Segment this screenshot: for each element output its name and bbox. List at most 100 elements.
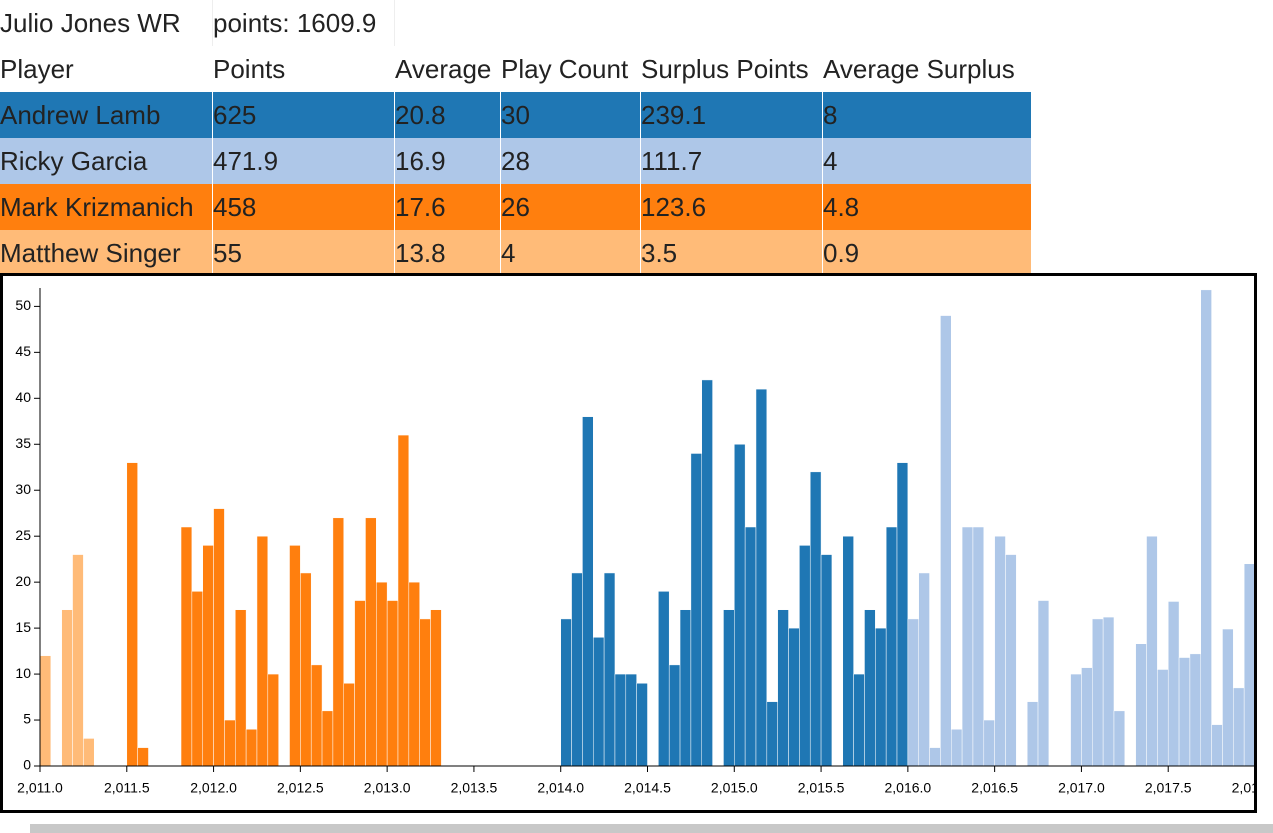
x-tick-label: 2,015.5 [798,780,845,796]
bar [1092,618,1104,767]
bar [72,554,84,767]
x-tick-label: 2,013.5 [451,780,498,796]
bar [951,728,963,767]
bar [224,719,236,767]
x-tick-label: 2,016.5 [971,780,1018,796]
table-cell: 111.7 [640,138,823,184]
bar [1233,687,1245,767]
x-tick-label: 2,012.5 [277,780,324,796]
table-cell: 3.5 [640,230,823,276]
chart: 0 5 10 15 20 25 30 35 40 45 50 2,011.0 2,011.5 2,012.… [15,288,1254,796]
bar [1037,600,1050,767]
y-tick-label: 50 [15,297,31,313]
player-row[interactable]: Andrew Lamb 625 20.8 30 239.1 8 [0,92,1032,138]
bar [668,664,681,767]
player-row[interactable]: Mark Krizmanich 458 17.6 26 123.6 4.8 [0,184,1032,230]
y-tick-label: 20 [15,573,31,589]
bar [1189,653,1202,767]
bar [137,747,149,767]
bar [1200,289,1212,767]
y-tick-label: 45 [15,343,31,359]
player-row[interactable]: Matthew Singer 55 13.8 4 3.5 0.9 [0,230,1032,276]
bar [213,508,225,767]
bar [701,379,713,767]
bar [625,673,637,767]
bar [907,618,919,767]
bar [734,444,746,767]
x-tick-label: 2,012.0 [190,780,237,796]
x-tick-label: 2,011.5 [104,780,150,796]
bar [744,526,757,767]
bar [397,434,410,767]
bar [679,609,692,767]
y-tick-label: 35 [15,435,31,451]
bar [39,655,52,767]
player-row[interactable]: Ricky Garcia 471.9 16.9 28 111.7 4 [0,138,1032,184]
table-cell: 471.9 [212,138,395,184]
bar [799,545,811,767]
bar [842,535,854,767]
bar [1005,554,1017,767]
bar [983,719,995,767]
bar [560,618,572,767]
table-cell: 28 [500,138,641,184]
bar [1146,535,1158,767]
x-tick-label: 2,017.0 [1058,780,1105,796]
x-tick-label: 2,014.5 [624,780,671,796]
bar [690,453,702,767]
y-tick-label: 30 [15,481,31,497]
bar [896,462,909,767]
column-header: Average Surplus [822,46,1032,92]
bar [755,388,768,767]
bar [614,673,627,767]
bar [343,683,355,767]
column-header: Player [0,46,213,92]
bar [885,526,898,767]
bar [853,673,865,767]
table-cell: 55 [212,230,395,276]
bar [1070,673,1082,767]
bar [1157,669,1169,767]
bar [571,572,583,767]
bar [777,609,789,767]
x-tick-label: 2,011.0 [17,780,63,796]
bar [126,462,138,767]
bar [723,609,735,767]
x-tick-label: 2,018.0 [1232,780,1254,796]
scrollbar[interactable] [30,824,1273,833]
x-tick-label: 2,016.0 [884,780,931,796]
bar [1211,724,1223,767]
table-cell: 20.8 [394,92,501,138]
bar [809,471,822,767]
table-cell: 458 [212,184,395,230]
bar [1222,628,1234,767]
bar [386,600,399,767]
bar [582,416,594,767]
column-header: Play Count [500,46,641,92]
y-tick-label: 10 [15,665,31,681]
bar [354,600,366,767]
bar [408,581,420,767]
bar [191,591,203,767]
bar [245,728,258,767]
table-cell: Andrew Lamb [0,92,213,138]
bar [929,747,941,767]
bar [300,572,312,767]
bar [1135,643,1147,767]
bar [1167,601,1180,767]
bar [918,572,930,767]
table-cell: Mark Krizmanich [0,184,213,230]
bar [875,627,887,767]
bar [61,609,73,767]
y-tick-label: 0 [23,757,31,773]
bar [788,627,800,767]
bar [864,609,876,767]
column-header: Surplus Points [640,46,823,92]
y-tick-label: 15 [15,619,31,635]
x-tick-label: 2,017.5 [1145,780,1192,796]
table-cell: 4 [500,230,641,276]
table-cell: 4 [822,138,1032,184]
bar [1102,616,1115,767]
x-tick-label: 2,015.0 [711,780,758,796]
y-tick-label: 5 [23,711,31,727]
